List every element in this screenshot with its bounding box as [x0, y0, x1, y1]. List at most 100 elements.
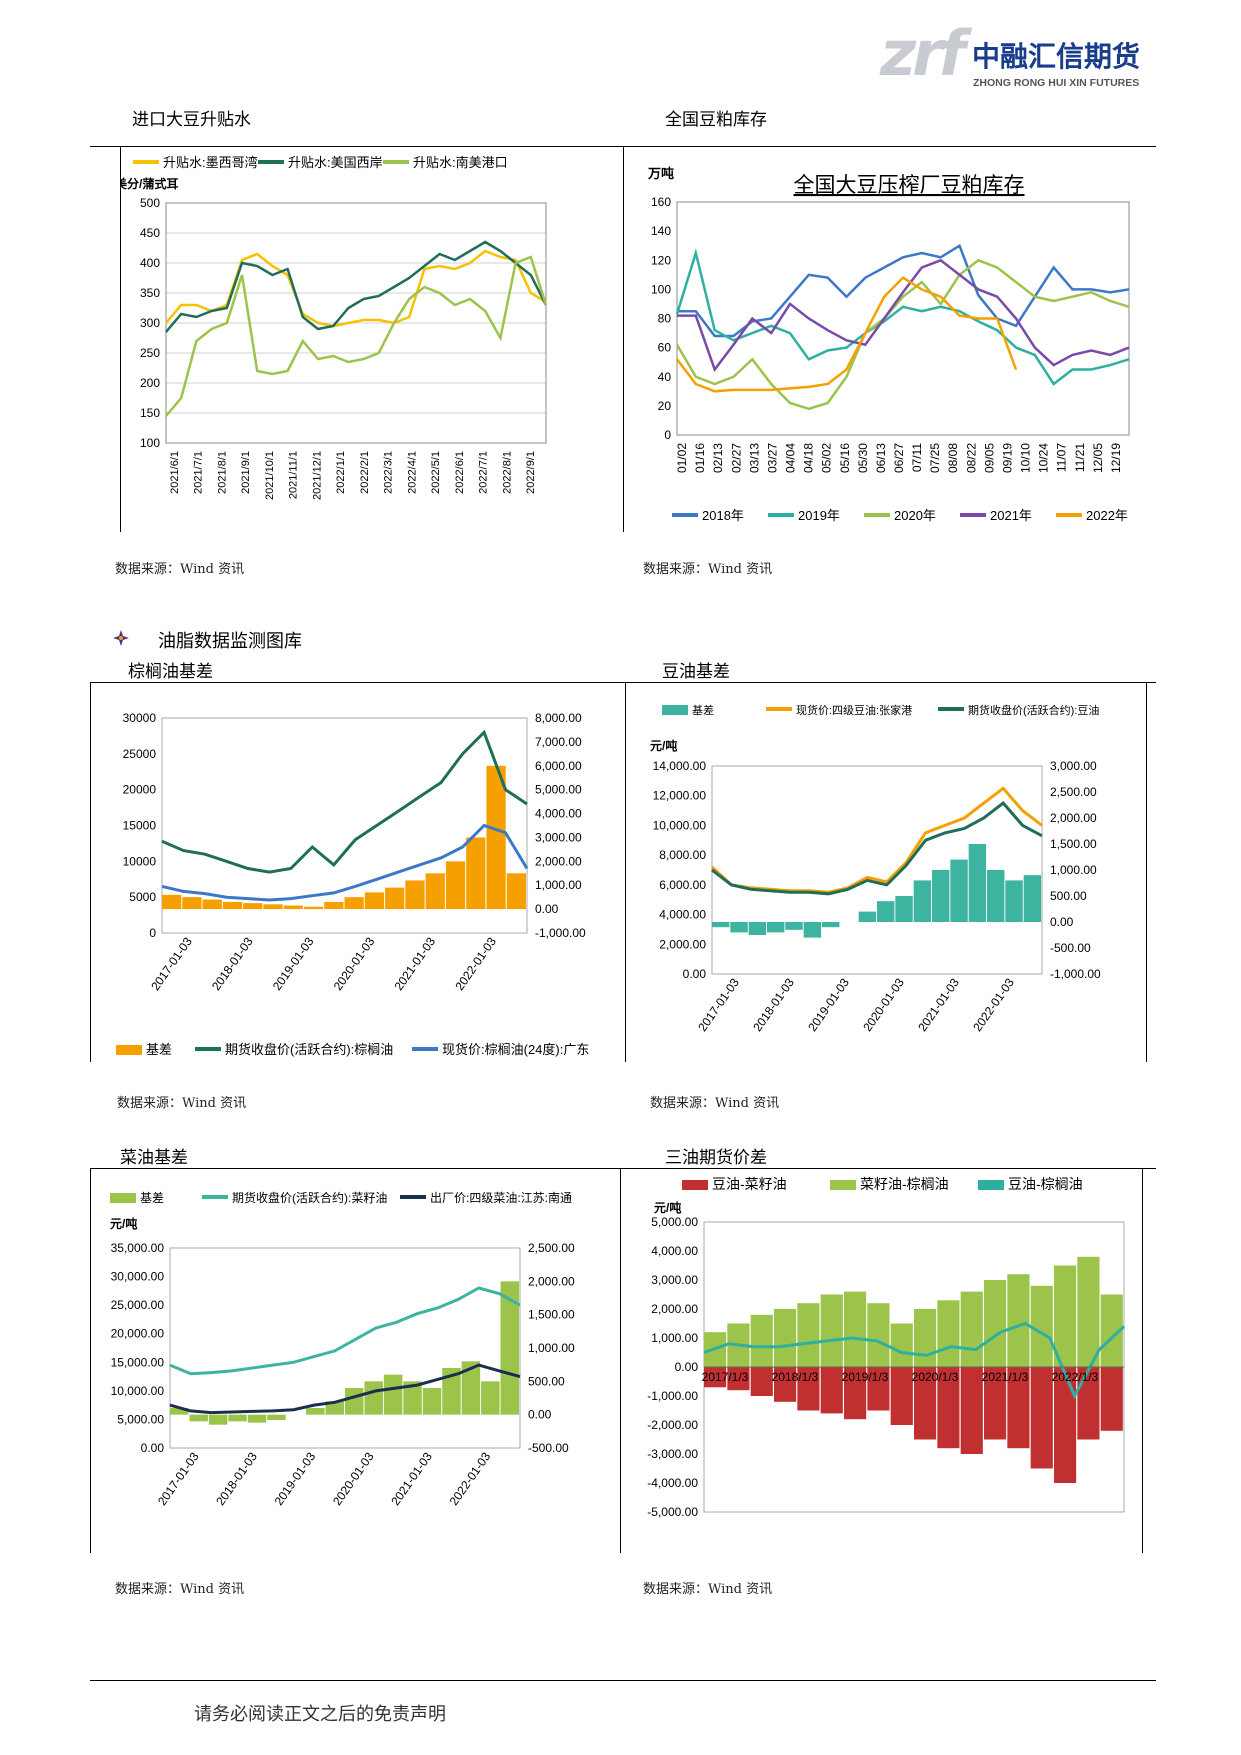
x-tick-label: 2020-01-03	[860, 975, 907, 1034]
series-line	[161, 823, 529, 902]
x-tick-label: 01/02	[675, 443, 689, 473]
basis-bar	[506, 873, 526, 910]
section-title-three-oils-spread: 三油期货价差	[665, 1148, 767, 1168]
x-tick-label: 2017-01-03	[695, 975, 742, 1034]
basis-bar	[202, 899, 222, 910]
basis-bar	[820, 1294, 843, 1367]
y-tick-label: 4,000.00	[651, 1244, 698, 1258]
frame-right-c3	[625, 682, 626, 1062]
y-tick-label: -4,000.00	[647, 1476, 698, 1490]
basis-bar	[1030, 1367, 1053, 1469]
x-tick-label: 2022/4/1	[406, 451, 418, 494]
basis-bar	[914, 1367, 937, 1440]
y-tick-label: 250	[140, 346, 160, 360]
legend-swatch	[662, 705, 688, 715]
y-tick-label: 20,000.00	[111, 1327, 165, 1341]
series-line	[703, 1321, 1126, 1400]
source-c4: 数据来源：Wind 资讯	[650, 1096, 780, 1111]
y-tick-label: 5,000.00	[117, 1412, 164, 1426]
basis-bar	[914, 1309, 937, 1367]
basis-bar	[950, 859, 968, 922]
y-tick-label: 10,000.00	[111, 1384, 165, 1398]
series-line	[675, 248, 1130, 386]
y-tick-label: 0	[149, 926, 156, 940]
section-title-palm-basis: 棕榈油基差	[128, 662, 213, 682]
frame-right-c4	[1146, 682, 1147, 1062]
basis-bar	[1100, 1367, 1123, 1431]
basis-bar	[306, 1408, 325, 1415]
basis-bar	[247, 1414, 267, 1423]
y2-tick-label: 500.00	[1050, 889, 1087, 903]
basis-bar	[858, 911, 877, 922]
basis-bar	[364, 1381, 383, 1415]
basis-bar	[486, 765, 506, 910]
basis-bar	[797, 1367, 820, 1411]
y2-tick-label: 1,000.00	[535, 878, 582, 892]
basis-bar	[984, 1367, 1007, 1440]
basis-bar	[913, 880, 932, 922]
basis-bar	[1054, 1367, 1077, 1483]
y-tick-label: 60	[658, 341, 672, 355]
divider-s3	[90, 1168, 1156, 1169]
x-tick-label: 2021/9/1	[240, 451, 252, 494]
x-tick-label: 2021-01-03	[388, 1449, 435, 1508]
basis-bar	[405, 880, 425, 910]
y2-tick-label: 0.00	[1050, 915, 1074, 929]
source-c5: 数据来源：Wind 资讯	[115, 1582, 245, 1597]
x-tick-label: 2022/1/1	[335, 451, 347, 494]
divider-s2	[90, 682, 1156, 683]
x-tick-label: 2021/8/1	[216, 451, 228, 494]
y-tick-label: 0.00	[675, 1360, 699, 1374]
basis-bar	[170, 1408, 189, 1415]
basis-bar	[445, 861, 466, 910]
y2-tick-label: 3,000.00	[535, 830, 582, 844]
x-tick-label: 04/18	[802, 443, 816, 473]
footer-disclaimer: 请务必阅读正文之后的免责声明	[194, 1704, 446, 1725]
basis-bar	[403, 1381, 422, 1415]
basis-bar	[984, 1280, 1007, 1367]
series-line	[675, 258, 1130, 411]
chart-soyoil-basis: 基差 现货价:四级豆油:张家港 期货收盘价(活跃合约):豆油元/吨 14,000.00…	[650, 703, 1101, 1034]
legend-label: 出厂价:四级菜油:江苏:南通	[430, 1190, 572, 1205]
x-tick-label: 2022/1/3	[1052, 1370, 1099, 1384]
y2-tick-label: 1,500.00	[528, 1308, 575, 1322]
x-tick-label: 2021-01-03	[392, 934, 439, 993]
y-tick-label: 350	[140, 286, 160, 300]
y2-tick-label: 2,000.00	[535, 854, 582, 868]
basis-bar	[303, 906, 324, 910]
series-line	[676, 276, 1018, 393]
y-tick-label: -1,000.00	[647, 1389, 698, 1403]
basis-bar	[263, 904, 283, 910]
basis-bar	[1030, 1285, 1053, 1367]
basis-bar	[797, 1303, 820, 1367]
x-tick-label: 2017-01-03	[148, 934, 195, 993]
x-tick-label: 05/16	[838, 443, 852, 473]
y-tick-label: 450	[140, 226, 160, 240]
section-title-import-soy-basis: 进口大豆升贴水	[132, 110, 251, 130]
legend-swatch	[830, 1180, 856, 1190]
basis-bar	[968, 844, 987, 922]
legend-swatch	[110, 1193, 136, 1203]
chart-title: 全国大豆压榨厂豆粕库存	[794, 174, 1025, 197]
x-tick-label: 02/27	[729, 443, 743, 473]
legend-label: 基差	[146, 1042, 172, 1057]
basis-bar	[222, 901, 243, 910]
x-tick-label: 07/11	[910, 443, 924, 472]
y-axis-label: 美分/蒲式耳	[121, 176, 178, 191]
y-tick-label: 300	[140, 316, 160, 330]
basis-bar	[730, 922, 748, 933]
basis-bar	[704, 1367, 727, 1388]
y-tick-label: 5000	[129, 890, 156, 904]
section-title-soymeal-inventory: 全国豆粕库存	[665, 110, 767, 130]
basis-bar	[987, 870, 1005, 922]
legend-label: 2020年	[894, 508, 936, 523]
x-tick-label: 09/19	[1000, 443, 1014, 473]
legend-label: 2019年	[798, 508, 840, 523]
y2-tick-label: -1,000.00	[1050, 967, 1101, 981]
basis-bar	[844, 1367, 867, 1420]
frame-left-c5	[90, 1168, 91, 1553]
y2-tick-label: 2,500.00	[528, 1241, 575, 1255]
x-tick-label: 2019-01-03	[270, 934, 317, 993]
y-tick-label: 0	[664, 428, 671, 442]
